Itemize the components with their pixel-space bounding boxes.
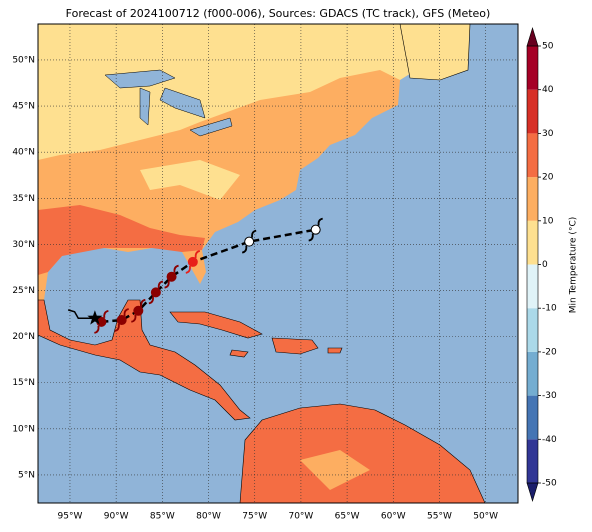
storm-eye [310, 224, 321, 235]
y-tick-label: 10°N [12, 424, 35, 434]
storm-tail [308, 217, 323, 242]
storm-tail [148, 280, 164, 305]
storm-tail [164, 264, 179, 289]
colorbar-tick-label: 0 [542, 260, 548, 270]
land-newfoundland [399, 24, 471, 81]
lake [139, 87, 151, 126]
y-tick-label: 20°N [12, 332, 35, 342]
x-tick-label: 80°W [196, 512, 221, 522]
storm-eye [150, 287, 161, 298]
storm-eye [244, 236, 255, 247]
x-tick-label: 50°W [473, 512, 498, 522]
storm-eye [116, 315, 127, 326]
land-cuba [169, 311, 263, 339]
colorbar-band [527, 133, 538, 178]
colorbar-band [527, 177, 538, 221]
colorbar-extend-high [526, 26, 539, 47]
colorbar-tick-label: -50 [542, 479, 557, 489]
map-title: Forecast of 2024100712 (f000-006), Sourc… [66, 7, 491, 20]
y-tick-label: 30°N [12, 240, 35, 250]
y-tick-label: 50°N [12, 55, 35, 65]
y-tick-label: 35°N [12, 194, 35, 204]
colorbar-tick-label: 30 [542, 129, 554, 139]
colorbar-tick-label: -10 [542, 304, 557, 314]
storm-symbol [114, 308, 129, 332]
colorbar-tick-label: 50 [542, 42, 554, 52]
map-area [38, 24, 518, 503]
lake [159, 87, 206, 119]
colorbar-band [527, 395, 538, 440]
grid [38, 24, 518, 503]
x-tick-label: 95°W [58, 512, 83, 522]
colorbar-label: Min Temperature (°C) [569, 217, 579, 314]
x-tick-label: 75°W [242, 512, 267, 522]
storm-eye [166, 271, 177, 282]
map-frame [37, 23, 519, 504]
colorbar-band [527, 351, 538, 396]
x-tick-label: 85°W [150, 512, 175, 522]
land-jamaica [229, 349, 249, 358]
storm-symbol [164, 264, 179, 289]
storm-symbol [241, 229, 257, 254]
land-south-america [239, 403, 486, 503]
storm-tail [131, 298, 146, 323]
storm-tail [241, 229, 257, 254]
land-south-america-cool [300, 450, 370, 490]
track [67, 217, 323, 334]
storm-symbol [185, 250, 201, 274]
current-position [87, 310, 103, 325]
x-tick-label: 60°W [381, 512, 406, 522]
land-hispaniola [271, 337, 319, 355]
x-tick-label: 65°W [335, 512, 360, 522]
storm-symbol [131, 298, 146, 323]
y-tick-label: 45°N [12, 102, 35, 112]
colorbar: -50 -40 -30 -20 -10 0 10 20 30 40 50 [526, 26, 557, 503]
colorbar-tick-label: -30 [542, 391, 557, 401]
past-track [67, 309, 95, 319]
y-tick-label: 40°N [12, 148, 35, 158]
colorbar-tick-label: -40 [542, 435, 557, 445]
x-tick-label: 90°W [104, 512, 129, 522]
land-warm [38, 205, 205, 275]
colorbar-tick-label: 20 [542, 173, 554, 183]
colorbar-tick-label: -20 [542, 347, 557, 357]
colorbar-band [527, 439, 538, 483]
x-tick-label: 70°W [288, 512, 313, 522]
storm-eye [187, 256, 198, 267]
colorbar-band [527, 220, 538, 265]
storm-symbol [308, 217, 323, 242]
land-puerto-rico [327, 347, 343, 354]
y-tick-label: 15°N [12, 378, 35, 388]
storm-symbol [148, 280, 164, 305]
axes: 95°W 90°W 85°W 80°W 75°W 70°W 65°W 60°W 55°W 50°W… [12, 55, 498, 521]
colorbar-tick-label: 10 [542, 216, 554, 226]
lake [189, 117, 233, 137]
colorbar-extend-low [526, 482, 539, 503]
x-tick-label: 55°W [427, 512, 452, 522]
colorbar-band [527, 89, 538, 134]
storm-tail [94, 309, 109, 334]
land-cool [140, 160, 240, 200]
storm-tail [114, 308, 129, 332]
storm-tail [185, 250, 201, 274]
colorbar-band [527, 264, 538, 309]
y-tick-label: 5°N [18, 470, 35, 480]
storm-eye [133, 305, 144, 316]
y-tick-label: 25°N [12, 286, 35, 296]
land-central-america [38, 299, 251, 421]
colorbar-band [527, 46, 538, 90]
land-cold [38, 24, 440, 160]
colorbar-tick-label: 40 [542, 85, 554, 95]
colorbar-band [527, 308, 538, 352]
